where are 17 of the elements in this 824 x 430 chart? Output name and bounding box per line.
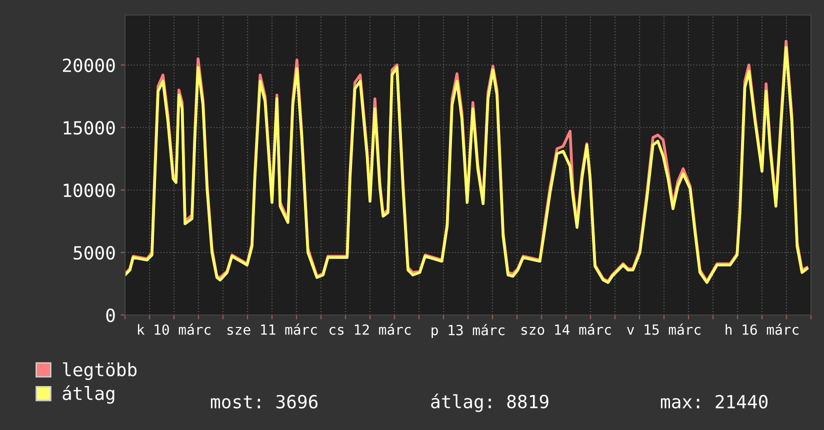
x-tick-label: szo 14 márc xyxy=(521,324,611,335)
y-tick-label: 5000 xyxy=(74,246,115,260)
legend-label: átlag xyxy=(62,385,114,404)
x-tick-label: v 15 márc xyxy=(627,324,700,335)
x-tick-label: cs 12 márc xyxy=(330,324,411,335)
x-tick-label: k 10 márc xyxy=(138,324,210,335)
y-tick-label: 0 xyxy=(106,308,115,322)
text: max: 21440 xyxy=(660,394,768,408)
x-tick-label: sze 11 márc xyxy=(227,324,317,335)
text: most: 3696 xyxy=(210,394,318,408)
x-tick-label: h 16 márc xyxy=(726,324,798,335)
legend-label: legtöbb xyxy=(62,362,137,380)
text: átlag: 8819 xyxy=(431,394,548,412)
y-tick-label: 10000 xyxy=(64,184,115,198)
x-tick-label: p 13 márc xyxy=(432,324,504,338)
y-tick-label: 20000 xyxy=(62,58,115,72)
y-tick-label: 15000 xyxy=(64,121,115,135)
